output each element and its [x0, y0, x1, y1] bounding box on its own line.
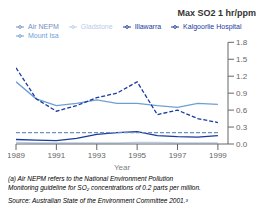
html-text:Mount Isa: Mount Isa	[28, 32, 59, 40]
svg-text:1989: 1989	[8, 151, 25, 160]
html-text:Monitoring guideline for SO₂ c: Monitoring guideline for SO₂ concentrati…	[8, 184, 201, 191]
svg-text:Year: Year	[114, 163, 131, 170]
html-text:Kalgoorlie Hospital: Kalgoorlie Hospital	[183, 23, 242, 30]
svg-text:1991: 1991	[47, 151, 65, 160]
svg-text:1.8: 1.8	[236, 38, 248, 47]
svg-text:1995: 1995	[128, 151, 146, 160]
svg-text:0.6: 0.6	[236, 106, 248, 115]
svg-text:1.2: 1.2	[236, 72, 248, 81]
html-text:Gladstone: Gladstone	[80, 23, 113, 30]
svg-text:1997: 1997	[169, 151, 187, 160]
svg-text:0.0: 0.0	[236, 140, 248, 149]
html-text:Air NEPM: Air NEPM	[28, 23, 59, 30]
svg-text:0.3: 0.3	[236, 123, 248, 132]
html-text:Illawarra: Illawarra	[134, 23, 162, 30]
svg-text:0.9: 0.9	[236, 89, 248, 98]
svg-text:1999: 1999	[209, 151, 227, 160]
svg-text:1993: 1993	[88, 151, 106, 160]
html-text:Max SO2 1 hr/ppm: Max SO2 1 hr/ppm	[177, 8, 256, 18]
html-text:Source: Australian State of th: Source: Australian State of the Environm…	[8, 197, 188, 204]
html-text:(a) Air NEPM refers to the Nat: (a) Air NEPM refers to the National Envi…	[8, 175, 174, 182]
svg-text:1.5: 1.5	[236, 55, 248, 64]
